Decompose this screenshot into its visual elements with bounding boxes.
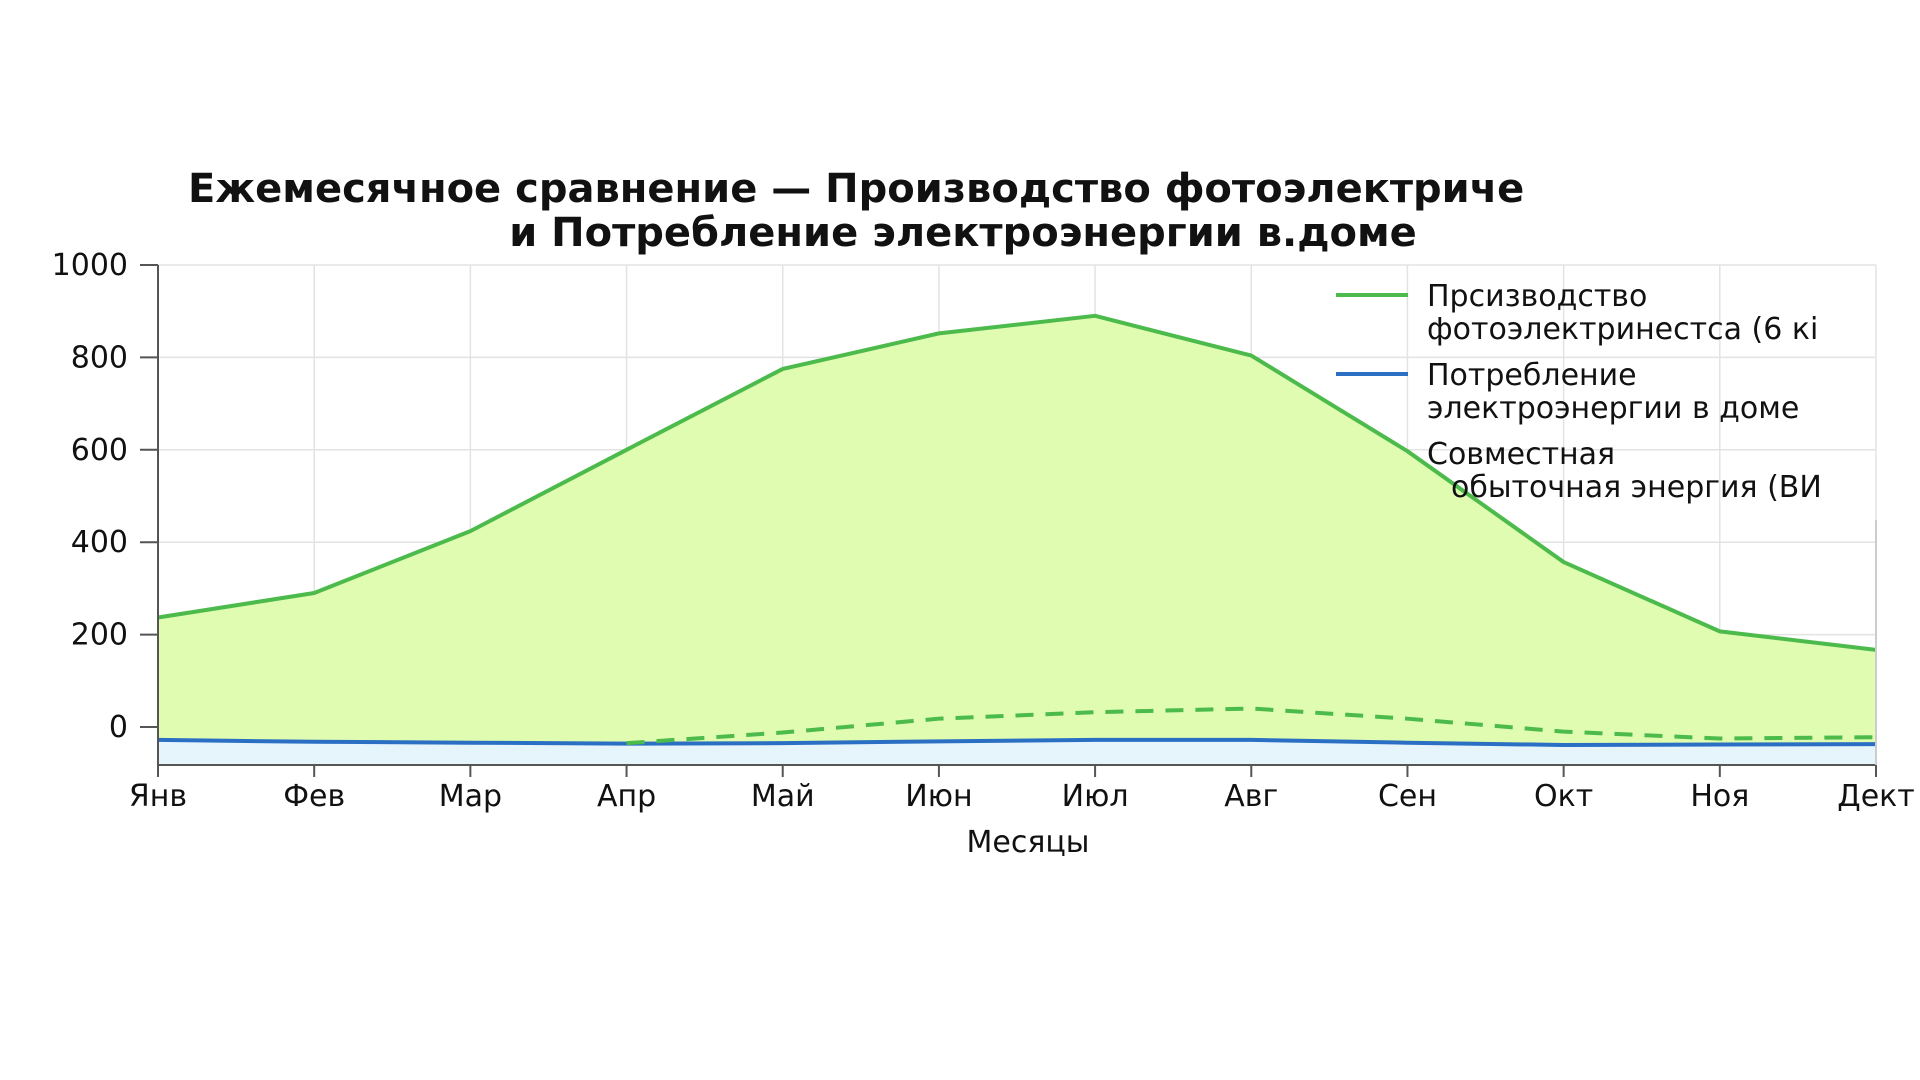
y-tick-label: 600 xyxy=(71,433,128,468)
legend-label: электроэнергии в доме xyxy=(1427,391,1799,426)
x-tick-label: Июн xyxy=(905,779,972,814)
x-tick-label: Дект xyxy=(1837,779,1915,814)
chart-title-line-2: и Потребление электроэнергии в.доме xyxy=(509,210,1417,256)
x-tick-label: Ноя xyxy=(1690,779,1749,814)
series-lines xyxy=(157,313,1877,748)
chart-title: Ежемесячное сравнение — Производство фот… xyxy=(188,166,1524,256)
x-tick-label: Мар xyxy=(439,779,502,814)
y-tick-label: 0 xyxy=(109,710,128,745)
chart-title-line-1: Ежемесячное сравнение — Производство фот… xyxy=(188,166,1524,212)
legend-label: Потребление xyxy=(1427,358,1637,393)
y-tick-label: 400 xyxy=(71,525,128,560)
legend-label: обыточная энергия (ВИ xyxy=(1451,470,1822,505)
y-tick-label: 800 xyxy=(71,340,128,375)
x-tick-label: Июл xyxy=(1062,779,1129,814)
x-tick-label: Окт xyxy=(1534,779,1593,814)
area-fills xyxy=(158,315,1876,765)
axes: 0 200 400 600 800 1000 Янв Фев Мар Апр Май Июн Июл Ав… xyxy=(52,248,1915,814)
x-tick-label: Янв xyxy=(129,779,187,814)
x-tick-label: Май xyxy=(751,779,815,814)
legend-label: фотоэлектринестса (6 кі xyxy=(1427,312,1818,347)
production-line xyxy=(157,313,1877,652)
y-tick-label: 1000 xyxy=(52,248,128,283)
x-axis-title: Месяцы xyxy=(967,825,1090,860)
x-tick-label: Апр xyxy=(597,779,656,814)
x-tick-label: Авг xyxy=(1224,779,1278,814)
x-tick-label: Сен xyxy=(1378,779,1437,814)
x-tick-label: Фев xyxy=(283,779,345,814)
consumption-area xyxy=(158,739,1876,765)
legend-label: Прсизводство xyxy=(1427,279,1647,314)
production-area xyxy=(158,315,1876,746)
legend-label: Совместная xyxy=(1427,437,1615,472)
consumption-line xyxy=(157,737,1877,748)
y-tick-label: 200 xyxy=(71,618,128,653)
